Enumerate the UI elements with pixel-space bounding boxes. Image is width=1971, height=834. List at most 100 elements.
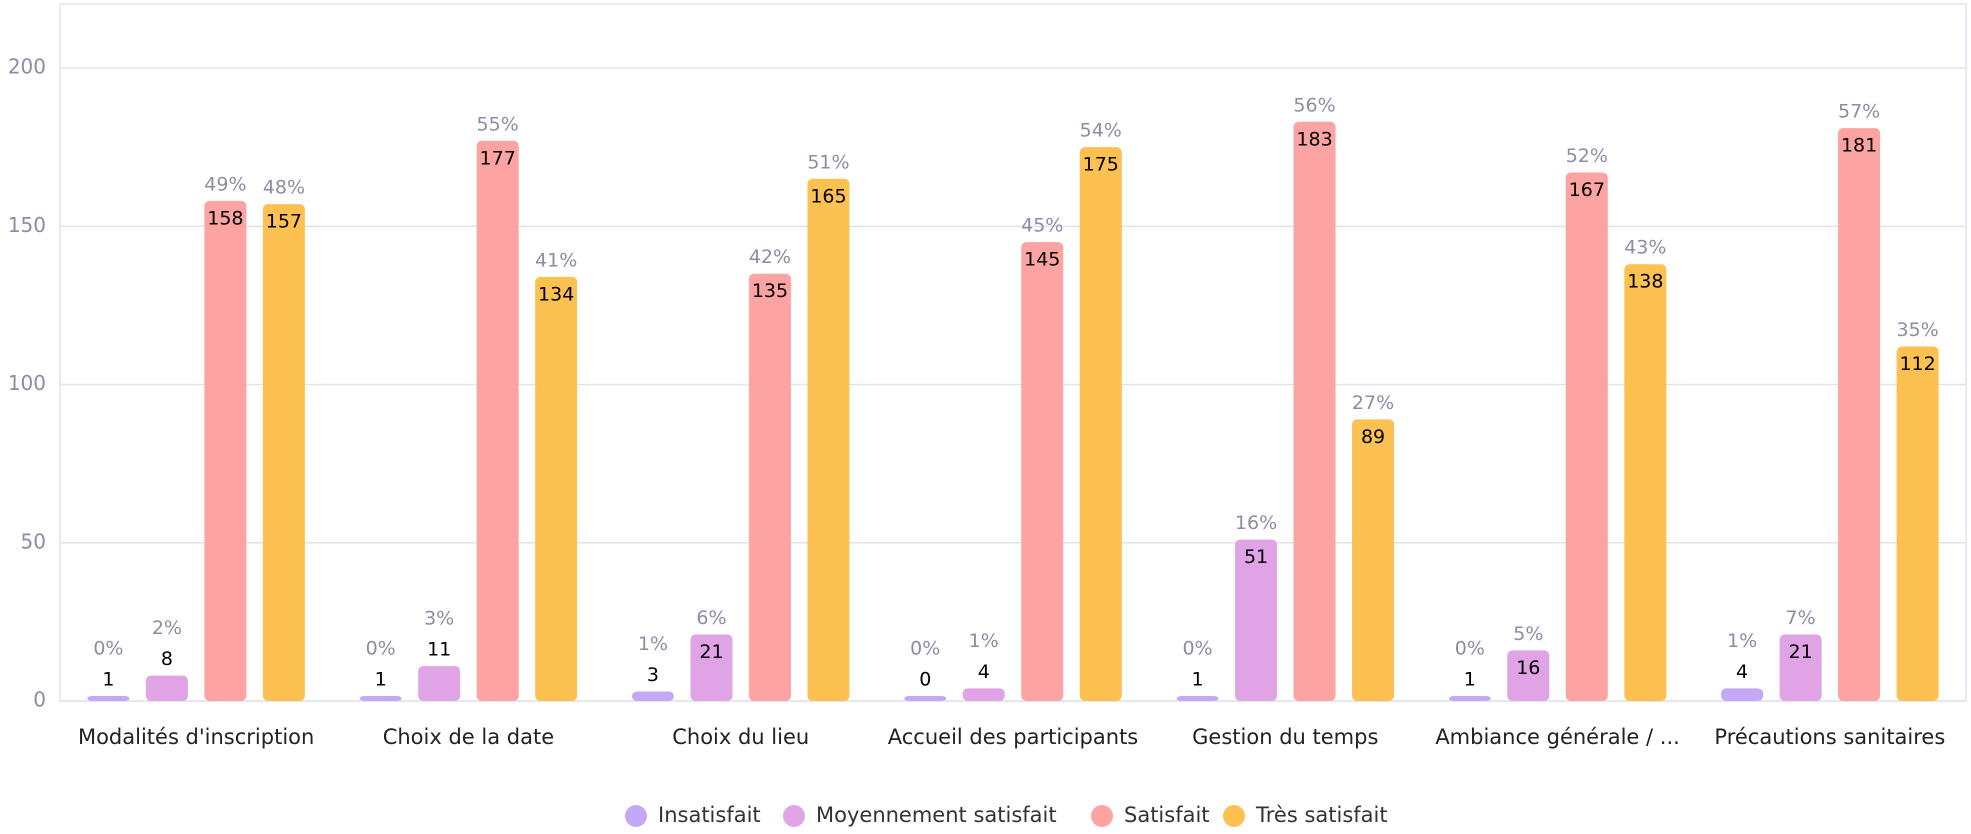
bar — [418, 666, 461, 701]
bar-value-label: 0 — [919, 669, 931, 691]
bar-percent-label: 35% — [1896, 319, 1938, 341]
bar-value-label: 145 — [1024, 249, 1060, 271]
bar-percent-label: 49% — [204, 173, 246, 195]
bar-value-label: 4 — [978, 661, 990, 683]
bar — [807, 178, 850, 701]
bar-percent-label: 56% — [1293, 94, 1335, 116]
plot-frame — [59, 3, 1967, 702]
bar-value-label: 8 — [161, 648, 173, 670]
bar-percent-label: 0% — [910, 638, 940, 660]
bar-percent-label: 0% — [93, 638, 123, 660]
bar — [359, 696, 402, 701]
bar-percent-label: 57% — [1838, 101, 1880, 123]
x-tick-label: Précautions sanitaires — [1714, 725, 1945, 749]
bar-percent-label: 7% — [1786, 607, 1816, 629]
y-tick-label: 50 — [21, 529, 46, 553]
bar-percent-label: 6% — [696, 607, 726, 629]
bar-percent-label: 5% — [1513, 623, 1543, 645]
bar — [1079, 147, 1122, 701]
bar-percent-label: 45% — [1021, 215, 1063, 237]
bar-value-label: 16 — [1516, 657, 1540, 679]
legend-swatch — [625, 805, 647, 827]
legend-label: Moyennement satisfait — [816, 803, 1057, 827]
bar-percent-label: 48% — [263, 177, 305, 199]
bar-value-label: 167 — [1569, 179, 1605, 201]
legend-swatch — [1223, 805, 1245, 827]
legend-swatch — [783, 805, 805, 827]
bar-percent-label: 51% — [807, 151, 849, 173]
y-tick-label: 200 — [8, 55, 46, 79]
bar-value-label: 1 — [1464, 669, 1476, 691]
bar-value-label: 1 — [1191, 669, 1203, 691]
bar — [1565, 172, 1608, 701]
bar-value-label: 112 — [1899, 353, 1935, 375]
x-tick-label: Gestion du temps — [1192, 725, 1378, 749]
bar-percent-label: 41% — [535, 249, 577, 271]
y-tick-label: 0 — [33, 688, 46, 712]
bar-value-label: 1 — [375, 669, 387, 691]
bar — [1721, 688, 1764, 701]
y-tick-label: 100 — [8, 371, 46, 395]
bar — [1896, 346, 1939, 701]
bar-value-label: 3 — [647, 664, 659, 686]
bar-percent-label: 0% — [1182, 638, 1212, 660]
bar — [1507, 650, 1550, 701]
x-tick-label: Accueil des participants — [888, 725, 1139, 749]
bar-value-label: 138 — [1627, 271, 1663, 293]
bar-percent-label: 1% — [638, 633, 668, 655]
x-tick-label: Ambiance générale / ... — [1435, 725, 1680, 749]
bar — [1352, 419, 1395, 701]
bar-percent-label: 54% — [1080, 120, 1122, 142]
bar-value-label: 11 — [427, 639, 451, 661]
bar — [1838, 128, 1881, 701]
bar-value-label: 135 — [752, 280, 788, 302]
bar-percent-label: 16% — [1235, 512, 1277, 534]
legend-label: Très satisfait — [1255, 803, 1388, 827]
bar-value-label: 183 — [1296, 128, 1332, 150]
bar — [904, 696, 947, 701]
bar-value-label: 21 — [699, 641, 723, 663]
x-tick-label: Choix du lieu — [672, 725, 809, 749]
legend-label: Satisfait — [1124, 803, 1210, 827]
bar — [262, 204, 305, 701]
bar — [1176, 696, 1219, 701]
bar-percent-label: 43% — [1624, 237, 1666, 259]
bar-percent-label: 27% — [1352, 392, 1394, 414]
bar — [1021, 242, 1064, 701]
bar-value-label: 89 — [1361, 426, 1385, 448]
bar-value-label: 181 — [1841, 135, 1877, 157]
bar — [87, 696, 130, 701]
bar-value-label: 175 — [1083, 154, 1119, 176]
bar — [204, 200, 247, 701]
bar-percent-label: 3% — [424, 608, 454, 630]
bar-percent-label: 52% — [1566, 145, 1608, 167]
bar — [748, 273, 791, 701]
bar-value-label: 177 — [480, 147, 516, 169]
bar-value-label: 165 — [810, 185, 846, 207]
bar-value-label: 1 — [102, 669, 114, 691]
bar — [145, 675, 188, 701]
bar-value-label: 158 — [207, 207, 243, 229]
bar-percent-label: 55% — [477, 113, 519, 135]
bar — [1293, 121, 1336, 702]
bar — [1779, 634, 1822, 701]
bar-percent-label: 0% — [1455, 638, 1485, 660]
legend-swatch — [1091, 805, 1113, 827]
bar-value-label: 134 — [538, 283, 574, 305]
bar — [690, 634, 733, 701]
bar-percent-label: 2% — [152, 617, 182, 639]
x-tick-label: Choix de la date — [383, 725, 554, 749]
bar-percent-label: 1% — [1727, 630, 1757, 652]
bar-percent-label: 1% — [969, 630, 999, 652]
y-tick-label: 150 — [8, 213, 46, 237]
x-tick-label: Modalités d'inscription — [78, 725, 314, 749]
bar-value-label: 21 — [1789, 641, 1813, 663]
bar — [1235, 539, 1278, 701]
bar-value-label: 51 — [1244, 546, 1268, 568]
bar — [1624, 264, 1667, 701]
bar — [631, 691, 674, 701]
bar — [962, 688, 1005, 701]
bar — [535, 276, 578, 701]
bar-percent-label: 42% — [749, 246, 791, 268]
